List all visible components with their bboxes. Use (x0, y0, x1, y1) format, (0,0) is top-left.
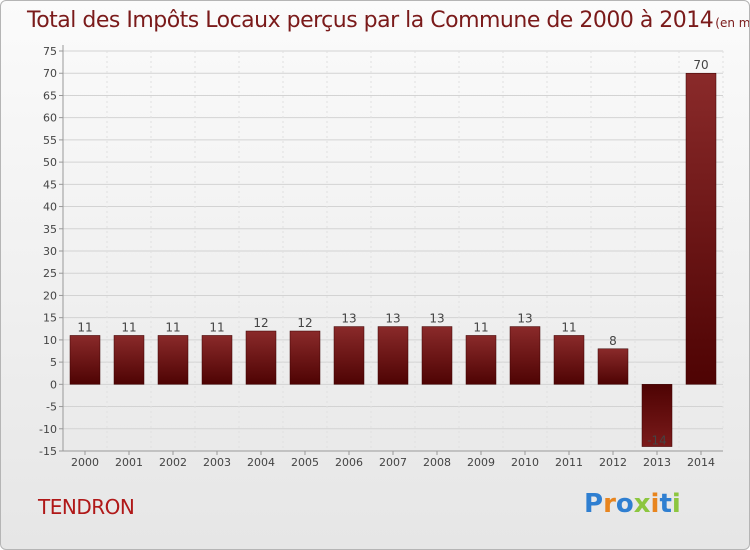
y-tick-label: -5 (46, 401, 57, 414)
logo-letter: o (615, 489, 634, 519)
bar-2012 (597, 348, 629, 385)
x-tick-label: 2010 (511, 456, 539, 469)
x-tick-label: 2001 (115, 456, 143, 469)
bars (69, 72, 717, 447)
y-tick-label: 5 (50, 356, 57, 369)
y-tick-label: 30 (43, 245, 57, 258)
data-labels: 11 11 11 11 12 12 13 13 13 11 13 11 8 -14 70 (77, 58, 708, 447)
y-tick-label: 0 (50, 378, 57, 391)
chart-title: Total des Impôts Locaux perçus par la Co… (27, 8, 750, 33)
y-tick-label: 55 (43, 134, 57, 147)
x-tick-label: 2005 (291, 456, 319, 469)
x-tick-label: 2011 (555, 456, 583, 469)
data-label-2008: 13 (429, 312, 444, 326)
y-tick-label: 20 (43, 289, 57, 302)
logo-letter: P (584, 489, 604, 519)
bar-2000 (69, 335, 101, 385)
logo-letter: t (659, 489, 672, 519)
data-label-2014: 70 (693, 58, 708, 72)
logo-letter: i (671, 489, 681, 519)
y-tick-label: 10 (43, 334, 57, 347)
bar-2011 (553, 335, 585, 385)
bar-2006 (333, 326, 365, 385)
y-tick-label: 50 (43, 156, 57, 169)
axes: -15 -10 -5 0 5 10 15 20 25 30 35 40 45 50 55 60 65 70 75 20… (39, 45, 723, 469)
bar-2001 (113, 335, 145, 385)
y-tick-label: 40 (43, 201, 57, 214)
x-tick-label: 2002 (159, 456, 187, 469)
chart-title-unit: (en milliers d'€) (715, 16, 750, 30)
y-tick-label: 35 (43, 223, 57, 236)
data-label-2012: 8 (609, 334, 617, 348)
proxiti-logo: Proxiti (584, 489, 681, 519)
bar-2010 (509, 326, 541, 385)
chart-title-main: Total des Impôts Locaux perçus par la Co… (27, 8, 714, 33)
x-tick-label: 2014 (687, 456, 715, 469)
bar-2013 (641, 384, 673, 447)
y-tick-label: 25 (43, 267, 57, 280)
bar-2002 (157, 335, 189, 385)
x-tick-label: 2009 (467, 456, 495, 469)
x-tick-label: 2003 (203, 456, 231, 469)
y-tick-label: 65 (43, 89, 57, 102)
data-label-2003: 11 (209, 320, 224, 334)
commune-name: TENDRON (38, 495, 135, 519)
bar-2003 (201, 335, 233, 385)
bar-2007 (377, 326, 409, 385)
x-tick-label: 2006 (335, 456, 363, 469)
data-label-2007: 13 (385, 312, 400, 326)
x-tick-label: 2008 (423, 456, 451, 469)
data-label-2000: 11 (77, 320, 92, 334)
y-tick-label: 15 (43, 312, 57, 325)
bar-2009 (465, 335, 497, 385)
y-tick-label: 60 (43, 112, 57, 125)
x-tick-label: 2007 (379, 456, 407, 469)
x-tick-label: 2012 (599, 456, 627, 469)
data-label-2006: 13 (341, 312, 356, 326)
y-tick-label: 70 (43, 67, 57, 80)
data-label-2011: 11 (561, 320, 576, 334)
bar-2005 (289, 330, 321, 385)
bar-2008 (421, 326, 453, 385)
y-tick-label: -15 (39, 445, 57, 458)
grid-lines (62, 50, 724, 452)
data-label-2013: -14 (647, 434, 667, 448)
data-label-2004: 12 (253, 316, 268, 330)
x-tick-label: 2013 (643, 456, 671, 469)
data-label-2002: 11 (165, 320, 180, 334)
x-tick-label: 2004 (247, 456, 275, 469)
logo-letter: r (603, 489, 616, 519)
bar-2004 (245, 330, 277, 385)
y-tick-label: -10 (39, 423, 57, 436)
x-tick-label: 2000 (71, 456, 99, 469)
bar-2014 (685, 72, 717, 385)
data-label-2001: 11 (121, 320, 136, 334)
logo-letter: i (650, 489, 660, 519)
data-label-2005: 12 (297, 316, 312, 330)
data-label-2010: 13 (517, 312, 532, 326)
logo-letter: x (633, 489, 651, 519)
y-tick-label: 45 (43, 178, 57, 191)
data-label-2009: 11 (473, 320, 488, 334)
y-tick-label: 75 (43, 45, 57, 58)
